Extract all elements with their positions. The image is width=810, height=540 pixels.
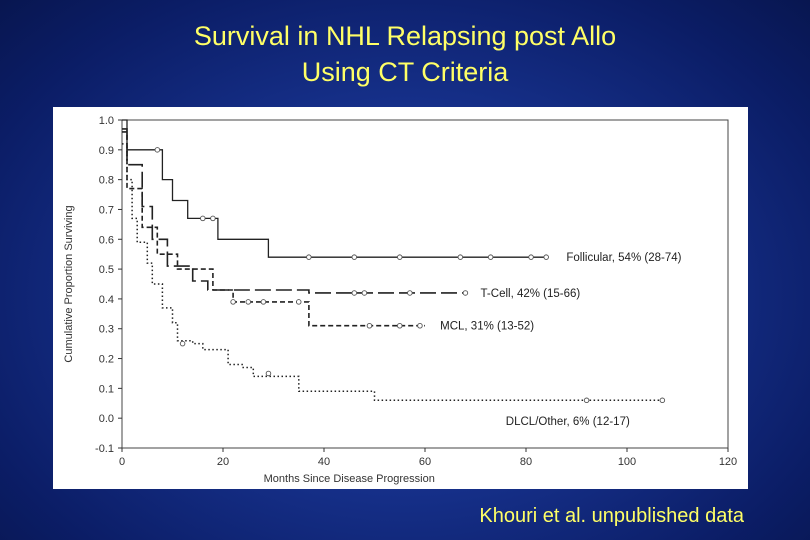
y-tick-label: 0.5: [99, 264, 114, 276]
censor-mark: [154, 147, 161, 153]
censor-mark: [366, 322, 373, 329]
series-line-4: [122, 143, 663, 402]
x-axis-title: Months Since Disease Progression: [264, 473, 435, 485]
x-tick-label: 0: [119, 456, 125, 468]
y-axis-title: Cumulative Proportion Surviving: [63, 205, 75, 362]
y-tick-label: 0.0: [99, 413, 114, 425]
censor-mark: [265, 370, 272, 377]
survival-chart-svg: 1.0 0.9 0.8 0.7 0.6 0.5 0.4 0.3 0.2 0.1 0.0 -0.1 0 20…: [63, 115, 737, 485]
slide-title-line-1: Survival in NHL Relapsing post Allo: [193, 21, 617, 51]
x-tick-label: 60: [419, 456, 431, 468]
y-tick-label: 0.7: [99, 204, 114, 216]
censor-mark: [295, 299, 302, 305]
censor-mark: [397, 322, 403, 329]
y-tick-label: 0.8: [99, 175, 114, 187]
censor-mark: [306, 254, 312, 260]
censor-mark: [583, 397, 590, 404]
censor-mark: [260, 299, 267, 305]
y-tick-label: 0.4: [99, 294, 114, 306]
series-label-4: DLCL/Other, 6% (12-17): [506, 416, 630, 428]
series-label-2: T-Cell, 42% (15-66): [481, 288, 581, 300]
y-tick-label: 0.2: [99, 354, 114, 366]
x-tick-label: 20: [217, 456, 229, 468]
series-line-2: [122, 128, 466, 294]
x-tick-label: 80: [520, 456, 532, 468]
censor-mark: [457, 254, 464, 260]
censor-mark: [351, 254, 358, 260]
censor-mark: [659, 397, 666, 404]
series-line-3: [122, 131, 425, 327]
source-footnote: Khouri et al. unpublished data: [479, 505, 744, 527]
censor-mark: [543, 254, 549, 260]
y-tick-label: 1.0: [99, 115, 114, 127]
censor-mark: [407, 290, 413, 296]
x-tick-label: 120: [719, 456, 737, 468]
censor-mark: [528, 254, 534, 260]
series-label-3: MCL, 31% (13-52): [440, 321, 534, 333]
y-tick-label: 0.9: [99, 145, 114, 157]
slide-title-line-2: Using CT Criteria: [301, 57, 509, 87]
censor-mark: [230, 299, 236, 305]
censor-mark: [462, 290, 469, 296]
y-tick-label: -0.1: [95, 443, 114, 455]
censor-mark: [487, 254, 494, 260]
x-tick-label: 100: [618, 456, 636, 468]
censor-mark: [351, 290, 358, 296]
censor-mark: [200, 215, 206, 222]
censor-mark: [210, 215, 216, 222]
censor-mark: [179, 340, 186, 347]
y-tick-label: 0.6: [99, 234, 114, 246]
censor-mark: [245, 299, 251, 305]
series-label-1: Follicular, 54% (28-74): [566, 252, 681, 264]
series-line-1: [122, 119, 547, 258]
y-tick-label: 0.3: [99, 324, 114, 336]
survival-chart: 1.0 0.9 0.8 0.7 0.6 0.5 0.4 0.3 0.2 0.1 0.0 -0.1 0 20…: [53, 107, 748, 489]
censor-mark: [361, 290, 368, 296]
x-tick-label: 40: [318, 456, 330, 468]
y-tick-label: 0.1: [99, 383, 114, 395]
censor-mark: [417, 322, 423, 329]
censor-mark: [397, 254, 403, 260]
